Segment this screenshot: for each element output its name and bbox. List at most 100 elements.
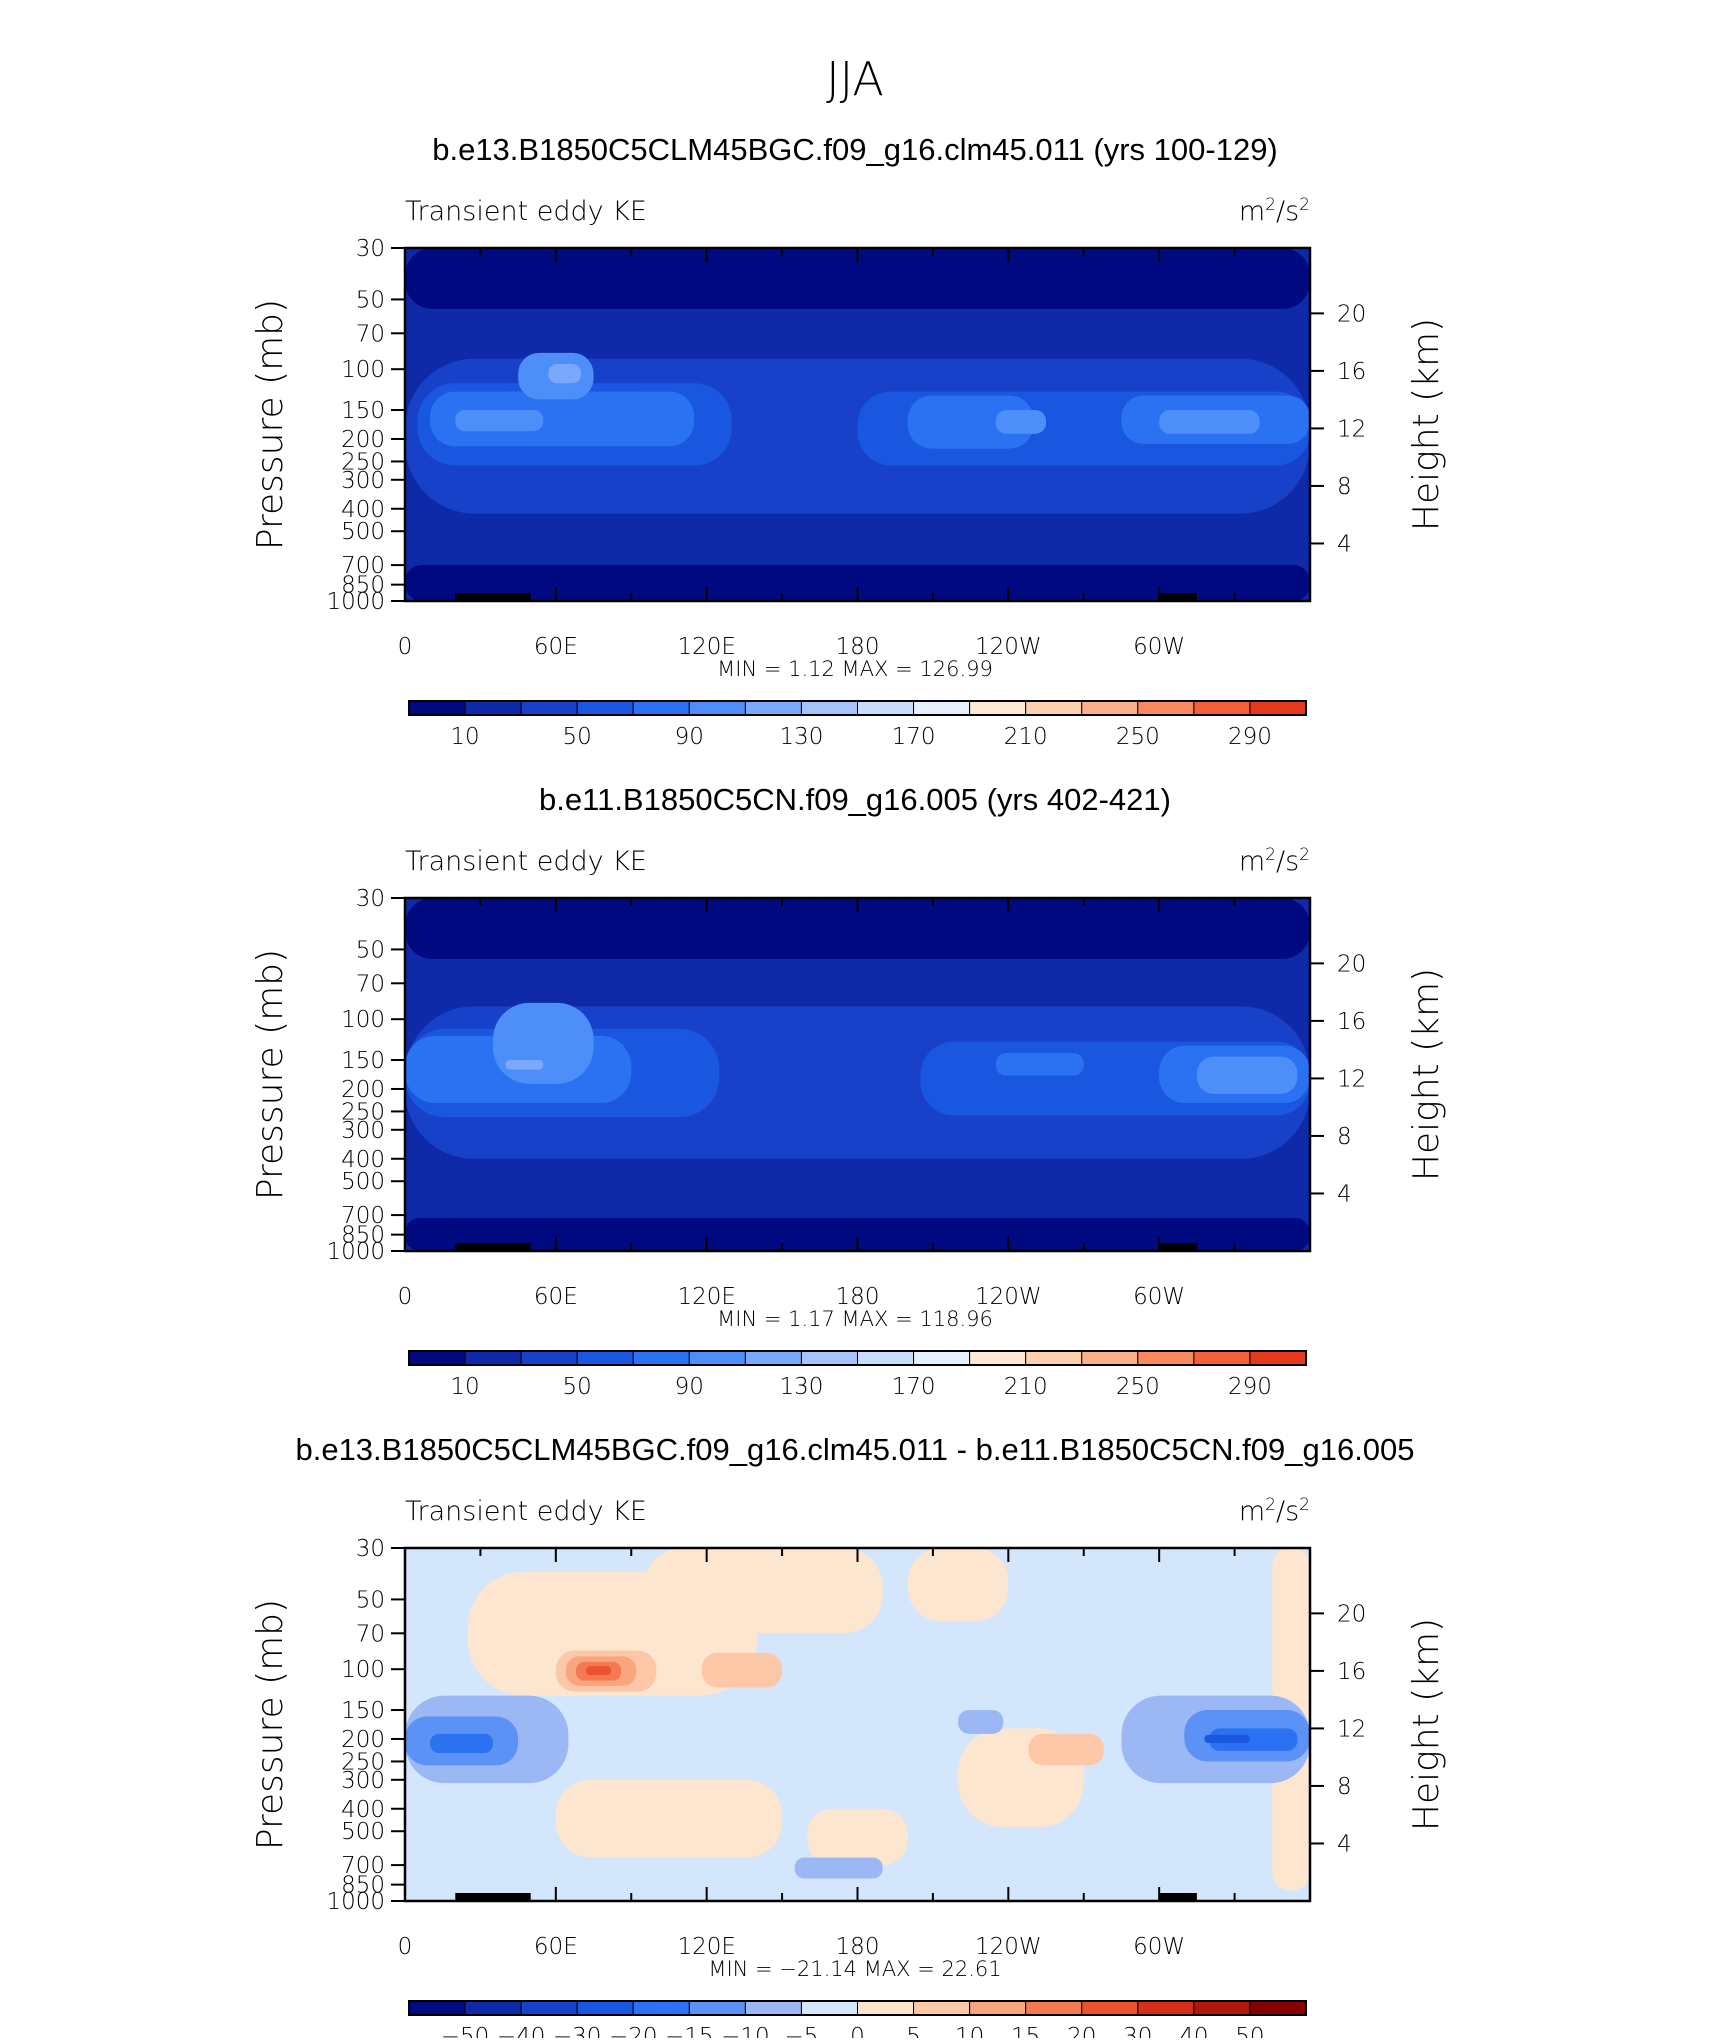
panel-3-colorbar-swatch	[464, 2000, 522, 2016]
panel-1-y-tick-label: 700	[341, 553, 385, 579]
panel-2-y-tick-label: 150	[341, 1048, 385, 1074]
panel-2-y-tick-label: 1000	[326, 1239, 385, 1265]
panel-2-contour-region	[492, 1002, 594, 1084]
panel-2-contour-region	[995, 1053, 1084, 1076]
panel-3-colorbar-swatch	[408, 2000, 466, 2016]
panel-3-colorbar-label: −5	[784, 2024, 818, 2038]
panel-3-height-tick-label: 4	[1337, 1831, 1352, 1857]
panel-3-y-tick-label: 300	[341, 1768, 385, 1794]
panel-2-colorbar-swatch	[857, 1350, 915, 1366]
panel-2-y-tick-label: 30	[356, 886, 385, 912]
panel-1-ylabel-right: Height (km)	[1406, 318, 1447, 531]
panel-3-x-tick-label: 60E	[534, 1934, 578, 1960]
panel-2-y-tick-label: 850	[341, 1223, 385, 1249]
panel-1-height-tick-label: 20	[1337, 301, 1366, 327]
panel-1-colorbar-swatch	[1137, 700, 1195, 716]
panel-3: b.e13.B1850C5CLM45BGC.f09_g16.clm45.011 …	[250, 1432, 1447, 2042]
panel-2-colorbar-frame	[408, 1350, 1307, 1366]
panel-1-colorbar-swatch	[632, 700, 690, 716]
panel-2-x-tick-label: 0	[398, 1284, 413, 1310]
panel-2: b.e11.B1850C5CN.f09_g16.005 (yrs 402-421…	[250, 782, 1447, 1400]
panel-1-contour-region	[405, 565, 1310, 601]
panel-2-colorbar-swatch	[520, 1350, 578, 1366]
panel-1-field	[405, 248, 1310, 601]
panel-3-x-tick-label: 120E	[677, 1934, 735, 1960]
panel-2-contour-region	[405, 1217, 1310, 1251]
panel-3-contour-region	[586, 1666, 612, 1676]
panel-1-contour-region	[995, 410, 1047, 434]
panel-1-colorbar-swatch	[969, 700, 1027, 716]
panel-2-colorbar-label: 50	[563, 1374, 592, 1400]
panel-2-colorbar-swatch	[1193, 1350, 1251, 1366]
panel-2-colorbar-swatch	[800, 1350, 858, 1366]
panel-1-colorbar-label: 210	[1004, 724, 1048, 750]
panel-1-colorbar-swatch	[800, 700, 858, 716]
panel-2-y-tick-label: 400	[341, 1147, 385, 1173]
panel-3-field	[405, 1548, 1310, 1901]
panel-3-land-mask	[1159, 1893, 1197, 1901]
panel-1-y-tick-label: 100	[341, 357, 385, 383]
panel-3-height-tick-label: 16	[1337, 1659, 1366, 1685]
panel-2-y-tick-label: 70	[356, 971, 385, 997]
panel-2-height-tick-label: 4	[1337, 1181, 1352, 1207]
panel-3-contour-region	[958, 1710, 1004, 1734]
panel-3-colorbar-swatch	[1137, 2000, 1195, 2016]
panel-3-height-tick-label: 8	[1337, 1774, 1352, 1800]
panel-1-land-mask	[455, 593, 531, 601]
panel-1-colorbar-label: 290	[1228, 724, 1272, 750]
panel-2-colorbar-swatch	[576, 1350, 634, 1366]
panel-3-colorbar-label: 10	[955, 2024, 984, 2038]
panel-3-colorbar-label: −30	[553, 2024, 602, 2038]
panel-3-height-tick-label: 20	[1337, 1601, 1366, 1627]
panel-3-x-tick-label: 0	[398, 1934, 413, 1960]
panel-1-colorbar-swatch	[1249, 700, 1307, 716]
panel-1-y-tick-label: 500	[341, 519, 385, 545]
panel-3-ylabel-right: Height (km)	[1406, 1618, 1447, 1831]
panel-1-colorbar-frame	[408, 700, 1307, 716]
panel-3-colorbar-label: 0	[850, 2024, 865, 2038]
panel-1-x-tick-label: 60E	[534, 634, 578, 660]
panel-1-colorbar-swatch	[1193, 700, 1251, 716]
panel-3-colorbar-label: −40	[497, 2024, 546, 2038]
page-title: JJA	[826, 52, 884, 106]
panel-2-colorbar-swatch	[913, 1350, 971, 1366]
panel-3-contour-region	[643, 1548, 883, 1634]
panel-1-y-tick-label: 50	[356, 287, 385, 313]
panel-3-colorbar-swatch	[744, 2000, 802, 2016]
panel-1-y-tick-label: 850	[341, 573, 385, 599]
panel-2-x-tick-label: 60W	[1133, 1284, 1185, 1310]
panel-2-colorbar-swatch	[969, 1350, 1027, 1366]
panel-3-y-tick-label: 150	[341, 1698, 385, 1724]
panel-3-colorbar-label: 40	[1179, 2024, 1208, 2038]
panel-3-contour-region	[1028, 1733, 1104, 1766]
panel-3-contour-region	[701, 1652, 783, 1688]
panel-3-colorbar-swatch	[800, 2000, 858, 2016]
panel-1-y-tick-label: 250	[341, 449, 385, 475]
panel-2-y-tick-label: 100	[341, 1007, 385, 1033]
panel-2-land-mask	[455, 1243, 531, 1251]
panel-3-colorbar-swatch	[520, 2000, 578, 2016]
panel-3-colorbar-label: 20	[1067, 2024, 1096, 2038]
panel-3-colorbar-label: 50	[1235, 2024, 1264, 2038]
panel-1-colorbar-swatch	[857, 700, 915, 716]
panel-1-x-tick-label: 120E	[677, 634, 735, 660]
panel-1-colorbar-label: 130	[779, 724, 823, 750]
panel-1-y-tick-label: 400	[341, 497, 385, 523]
panel-2-contour-region	[505, 1060, 544, 1070]
panel-2-colorbar-label: 90	[675, 1374, 704, 1400]
panel-3-colorbar-label: 15	[1011, 2024, 1040, 2038]
panel-1-title: b.e13.B1850C5CLM45BGC.f09_g16.clm45.011 …	[432, 132, 1278, 167]
panel-1-y-tick-label: 200	[341, 427, 385, 453]
panel-3-contour-region	[430, 1733, 493, 1754]
panel-3-y-tick-label: 100	[341, 1657, 385, 1683]
panel-3-variable-label: Transient eddy KE	[405, 1496, 647, 1527]
panel-1-colorbar-swatch	[913, 700, 971, 716]
panel-1-units-label: m2/s2	[1239, 195, 1310, 227]
panel-2-height-tick-label: 16	[1337, 1009, 1366, 1035]
panel-2-field	[405, 898, 1310, 1251]
panel-2-colorbar-swatch	[688, 1350, 746, 1366]
panel-3-y-tick-label: 850	[341, 1873, 385, 1899]
panel-3-land-mask	[455, 1893, 531, 1901]
panel-1-contour-region	[430, 391, 695, 447]
